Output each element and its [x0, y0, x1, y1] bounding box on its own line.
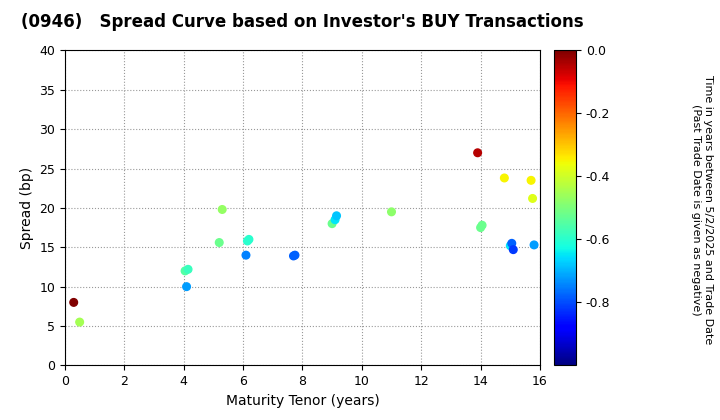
- Point: [242, 238, 253, 244]
- Point: [498, 175, 510, 181]
- Y-axis label: Spread (bp): Spread (bp): [19, 167, 34, 249]
- Point: [243, 236, 255, 243]
- Point: [214, 239, 225, 246]
- Point: [472, 150, 483, 156]
- Point: [289, 252, 301, 258]
- Text: Time in years between 5/2/2025 and Trade Date
(Past Trade Date is given as negat: Time in years between 5/2/2025 and Trade…: [691, 75, 713, 345]
- Point: [477, 222, 488, 228]
- Point: [528, 241, 540, 248]
- Point: [330, 213, 342, 219]
- Point: [526, 177, 537, 184]
- Point: [217, 206, 228, 213]
- Point: [179, 268, 191, 274]
- Text: (0946)   Spread Curve based on Investor's BUY Transactions: (0946) Spread Curve based on Investor's …: [21, 13, 584, 31]
- Point: [329, 216, 341, 223]
- Point: [475, 224, 487, 231]
- Point: [527, 195, 539, 202]
- Point: [181, 283, 192, 290]
- Point: [506, 240, 518, 247]
- Point: [240, 252, 252, 258]
- X-axis label: Maturity Tenor (years): Maturity Tenor (years): [225, 394, 379, 408]
- Point: [386, 208, 397, 215]
- Point: [508, 246, 519, 253]
- Point: [74, 319, 86, 326]
- Point: [505, 242, 516, 249]
- Point: [68, 299, 79, 306]
- Point: [182, 266, 194, 273]
- Point: [288, 252, 300, 259]
- Point: [326, 220, 338, 227]
